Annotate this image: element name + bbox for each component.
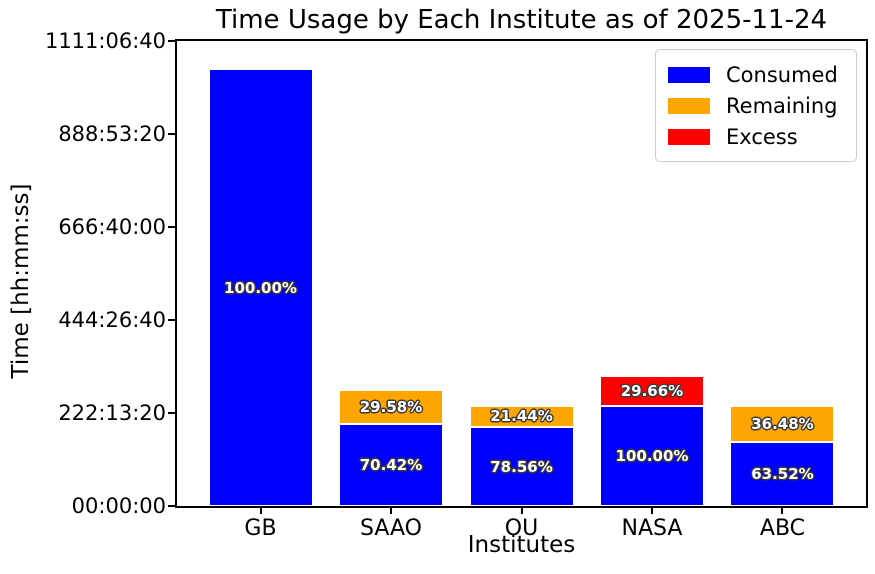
x-tick-mark <box>520 508 523 514</box>
x-axis-label: Institutes <box>467 532 576 558</box>
bar-percent-label: 21.44% <box>490 407 553 426</box>
legend-item-remaining: Remaining <box>668 90 844 121</box>
y-tick-label: 00:00:00 <box>71 494 166 518</box>
x-tick-label: SAAO <box>359 516 422 541</box>
legend-item-excess: Excess <box>668 121 844 152</box>
legend-label-excess: Excess <box>726 124 798 149</box>
x-tick-label: GB <box>244 516 277 541</box>
bar-segment-excess-nasa <box>599 375 704 406</box>
bar-percent-label: 29.58% <box>359 397 423 416</box>
y-tick-label: 1111:06:40 <box>44 29 166 53</box>
bar-segment-consumed-gb <box>208 69 313 506</box>
x-tick-label: NASA <box>621 516 683 541</box>
legend-label-remaining: Remaining <box>726 93 838 118</box>
plot-area: Consumed Remaining Excess 00:00:00 222:13:2… <box>45 29 868 541</box>
x-tick-mark <box>650 508 653 514</box>
y-axis-label: Time [hh:mm:ss] <box>8 183 34 379</box>
bar-percent-label: 29.66% <box>620 381 684 400</box>
bar-percent-label: 63.52% <box>751 465 814 484</box>
bar-segment-consumed-abc <box>730 442 835 506</box>
x-tick-mark <box>259 508 262 514</box>
y-tick-label: 666:40:00 <box>58 215 166 239</box>
y-tick-mark <box>168 412 175 414</box>
legend-label-consumed: Consumed <box>726 62 838 87</box>
y-tick-mark <box>168 505 175 507</box>
bar-segment-consumed-nasa <box>599 405 704 506</box>
legend-swatch-consumed <box>668 66 710 83</box>
legend-item-consumed: Consumed <box>668 59 844 90</box>
chart-title: Time Usage by Each Institute as of 2025-… <box>215 5 828 35</box>
y-tick-mark <box>168 133 175 135</box>
y-tick-label: 222:13:20 <box>58 401 166 425</box>
legend-swatch-remaining <box>668 97 710 114</box>
bar-segment-consumed-ou <box>469 427 574 506</box>
x-tick-mark <box>390 508 392 514</box>
x-tick-label: OU <box>504 516 539 541</box>
bar-percent-label: 36.48% <box>751 414 814 433</box>
bar-percent-label: 78.56% <box>490 457 553 476</box>
bar-segment-remaining-ou <box>469 405 574 428</box>
x-tick-label: ABC <box>759 516 806 541</box>
y-tick-label: 888:53:20 <box>58 122 166 146</box>
bar-percent-label: 100.00% <box>615 446 689 465</box>
bar-percent-label: 70.42% <box>359 456 423 475</box>
bar-segment-remaining-saao <box>339 389 443 425</box>
legend-swatch-excess <box>668 128 710 145</box>
y-tick-label: 444:26:40 <box>58 308 166 332</box>
bar-segment-consumed-saao <box>339 424 443 506</box>
legend: Consumed Remaining Excess <box>655 49 857 162</box>
y-tick-mark <box>168 319 175 321</box>
y-tick-mark <box>168 226 175 228</box>
y-tick-mark <box>168 40 175 42</box>
bar-segment-remaining-abc <box>730 405 835 443</box>
x-tick-mark <box>781 508 784 514</box>
bar-percent-label: 100.00% <box>224 278 297 297</box>
